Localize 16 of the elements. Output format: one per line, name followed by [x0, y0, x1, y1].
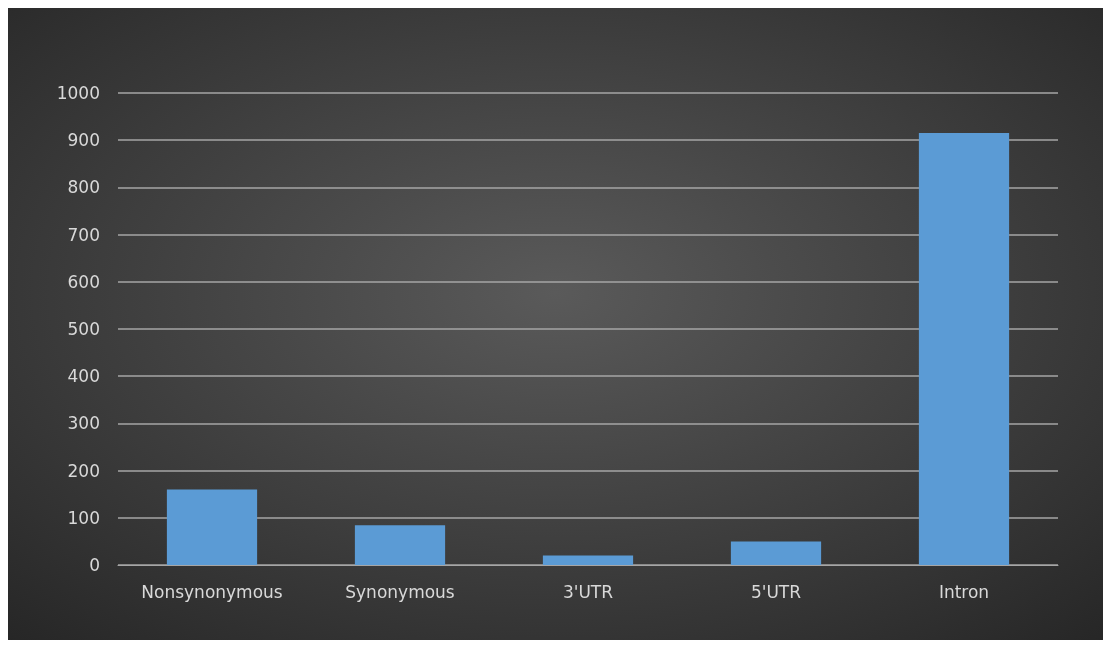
y-tick-label: 700 [67, 224, 100, 245]
y-tick-label: 400 [67, 366, 100, 387]
y-tick-label: 300 [67, 413, 100, 434]
x-tick-label: Intron [938, 581, 990, 602]
y-tick-label: 800 [67, 177, 100, 198]
x-tick-label: Synonymous [345, 581, 455, 602]
y-tick-label: 200 [67, 460, 100, 481]
y-tick-label: 900 [67, 130, 100, 151]
y-tick-label: 1000 [56, 83, 100, 103]
y-tick-label: 100 [67, 507, 100, 528]
x-tick-label: 3'UTR [562, 581, 614, 602]
y-tick-label: 600 [67, 271, 100, 292]
y-tick-label: 0 [89, 555, 100, 575]
x-tick-label: Nonsynonymous [141, 581, 283, 602]
y-tick-label: 500 [67, 319, 100, 339]
x-tick-label: 5'UTR [750, 581, 802, 602]
